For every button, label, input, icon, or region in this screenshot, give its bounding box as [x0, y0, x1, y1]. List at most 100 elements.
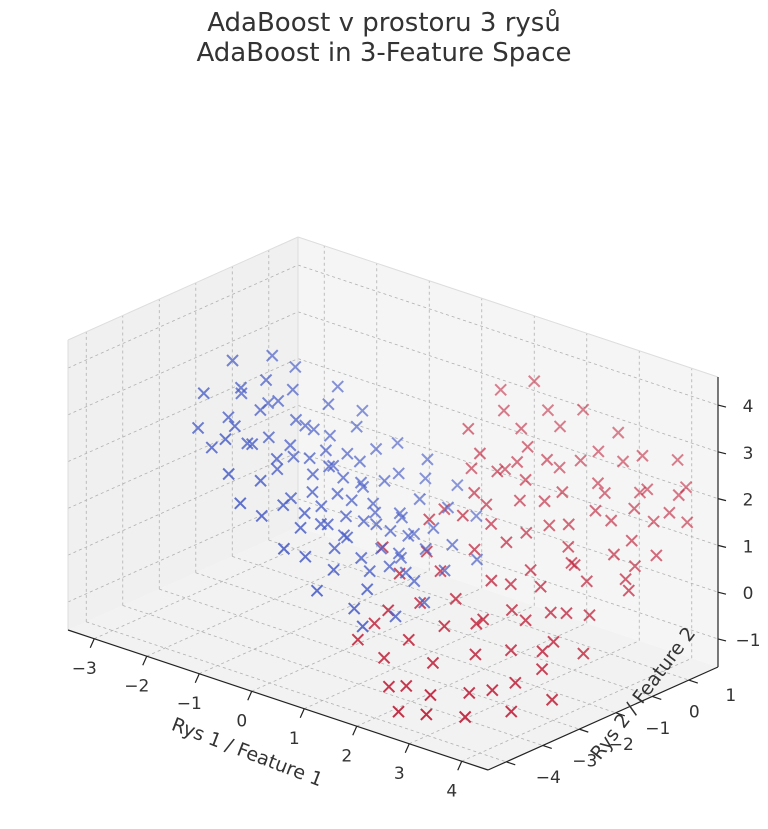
z-tick-label: 2 — [743, 491, 754, 511]
data-point-class-1 — [556, 485, 569, 499]
data-point-class-1 — [633, 486, 647, 499]
chart-title: AdaBoost v prostoru 3 rysů — [207, 8, 561, 38]
data-point-class-1 — [604, 514, 618, 527]
data-point-class-1 — [423, 513, 436, 526]
z-tick-mark — [717, 544, 727, 548]
data-point-class-1 — [565, 556, 578, 570]
data-point-class-1 — [528, 375, 541, 388]
data-point-class-0 — [356, 404, 369, 417]
data-point-class-0 — [284, 491, 298, 505]
data-point-class-1 — [628, 502, 641, 515]
data-point-class-0 — [348, 602, 361, 615]
data-point-class-1 — [650, 549, 663, 562]
z-tick-mark — [717, 498, 727, 502]
x-tick-mark — [352, 726, 358, 736]
data-point-class-0 — [446, 538, 459, 551]
data-point-class-0 — [271, 394, 285, 408]
z-tick-mark — [717, 591, 727, 595]
grid-line-z — [67, 264, 299, 369]
data-point-class-0 — [259, 373, 273, 387]
data-point-class-0 — [235, 387, 248, 400]
x-tick-label: 3 — [394, 764, 405, 784]
data-point-class-1 — [486, 684, 499, 697]
data-point-class-0 — [395, 511, 409, 524]
data-point-class-0 — [356, 480, 370, 494]
data-point-class-0 — [337, 529, 351, 542]
grid-line-x — [251, 587, 482, 692]
data-point-class-1 — [619, 572, 632, 586]
z-tick-label: 4 — [743, 397, 754, 417]
data-point-class-1 — [505, 603, 519, 617]
chart-subtitle: AdaBoost in 3-Feature Space — [196, 38, 572, 68]
data-point-class-1 — [679, 480, 693, 494]
data-point-class-1 — [577, 647, 590, 660]
data-point-class-1 — [498, 462, 512, 476]
y-tick-label: 0 — [689, 702, 700, 722]
data-point-class-0 — [438, 564, 451, 577]
data-point-class-1 — [402, 633, 415, 646]
data-point-class-0 — [421, 453, 434, 466]
data-point-class-1 — [534, 580, 547, 593]
data-point-class-0 — [413, 492, 426, 506]
grid-line-x — [199, 570, 430, 675]
grid-line-z — [297, 451, 719, 593]
y-tick-mark — [579, 728, 589, 733]
grid-line-z — [297, 498, 719, 640]
data-point-class-0 — [366, 497, 380, 510]
z-tick-mark — [717, 451, 727, 455]
data-point-class-1 — [462, 422, 475, 436]
data-point-class-1 — [544, 606, 557, 619]
data-point-class-0 — [287, 450, 300, 463]
data-point-class-1 — [541, 404, 555, 417]
data-point-class-1 — [547, 635, 560, 649]
data-point-class-1 — [536, 645, 549, 658]
grid-line-z — [297, 311, 719, 453]
x-tick-mark — [89, 638, 95, 648]
data-point-class-1 — [420, 708, 433, 721]
data-point-class-1 — [553, 461, 566, 474]
data-point-class-0 — [368, 506, 382, 519]
data-point-class-0 — [339, 510, 353, 523]
data-point-class-1 — [519, 614, 532, 627]
data-point-class-0 — [419, 542, 432, 556]
data-point-class-0 — [369, 442, 383, 456]
z-tick-label: 0 — [743, 584, 754, 604]
data-point-class-1 — [449, 592, 462, 606]
data-point-class-0 — [394, 551, 408, 564]
grid-line-z — [67, 311, 299, 416]
grid-line-y — [268, 539, 689, 681]
data-point-class-1 — [494, 383, 507, 396]
x-tick-mark — [247, 691, 253, 701]
data-point-class-0 — [345, 494, 358, 507]
data-point-class-1 — [473, 447, 487, 460]
data-point-class-0 — [289, 413, 303, 427]
y-tick-mark — [688, 679, 698, 684]
data-point-class-0 — [355, 551, 368, 565]
data-point-class-1 — [671, 453, 684, 467]
data-point-class-0 — [323, 429, 337, 442]
data-point-class-0 — [357, 514, 370, 528]
data-point-class-0 — [470, 509, 483, 523]
grid-line-y — [86, 621, 507, 763]
data-point-class-1 — [583, 608, 596, 622]
grid-lines — [67, 245, 719, 763]
data-point-class-1 — [469, 648, 482, 661]
data-point-class-1 — [535, 662, 549, 676]
data-point-class-1 — [480, 498, 493, 511]
grid-line-x — [461, 657, 692, 762]
data-point-class-1 — [509, 676, 522, 690]
data-point-class-1 — [413, 596, 427, 610]
floor-pane — [68, 527, 718, 770]
z-tick-mark — [717, 404, 727, 408]
data-point-class-1 — [580, 575, 593, 588]
data-point-class-1 — [456, 509, 470, 522]
data-point-class-1 — [647, 515, 660, 528]
grid-line-x — [409, 640, 640, 745]
data-point-class-0 — [310, 584, 324, 597]
data-point-class-1 — [680, 516, 694, 529]
x-tick-mark — [194, 673, 200, 683]
grid-line-z — [67, 405, 299, 509]
data-point-class-0 — [383, 560, 396, 573]
data-point-class-0 — [289, 360, 302, 374]
